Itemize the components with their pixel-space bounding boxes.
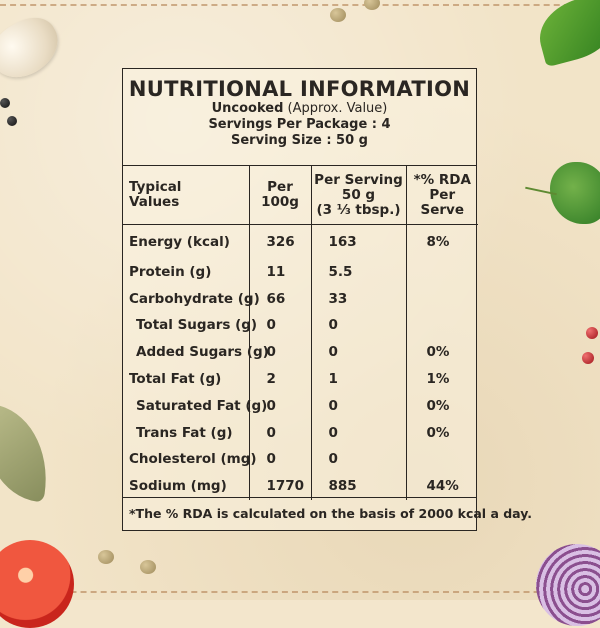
per-serving-value: 0 [310, 419, 406, 447]
rda-value [405, 258, 478, 286]
panel-title: NUTRITIONAL INFORMATION [128, 77, 471, 101]
table-row: Added Sugars (g) 0 0 0% [123, 338, 478, 366]
nutrient-name: Total Fat (g) [129, 371, 222, 388]
per-100g-value: 326 [248, 224, 311, 259]
col-header-per-serving: Per Serving 50 g (3 ⅓ tbsp.) [310, 166, 406, 225]
per-100g-value: 0 [248, 338, 311, 366]
servings-per-package: Servings Per Package : 4 [208, 117, 391, 132]
col-header-line: Values [129, 194, 180, 210]
nutrient-name: Protein (g) [129, 263, 212, 280]
table-row: Protein (g) 11 5.5 [123, 258, 478, 286]
rda-value: 44% [405, 472, 478, 500]
per-100g-value: 0 [248, 312, 311, 339]
col-header-rda: *% RDA Per Serve [405, 166, 478, 225]
rda-value: 0% [405, 338, 478, 366]
serving-size: Serving Size : 50 g [231, 133, 368, 148]
per-100g-value: 66 [248, 285, 311, 313]
table-row: Sodium (mg) 1770 885 44% [123, 472, 478, 500]
rda-value: 1% [405, 365, 478, 393]
nutrient-name: Saturated Fat (g) [136, 397, 268, 414]
per-serving-value: 5.5 [310, 258, 406, 286]
rda-value: 8% [405, 224, 478, 259]
per-100g-value: 0 [248, 419, 311, 447]
rda-value [405, 312, 478, 339]
per-serving-value: 885 [310, 472, 406, 500]
table-row: Total Fat (g) 2 1 1% [123, 365, 478, 393]
rda-value [405, 285, 478, 313]
nutrition-table: Typical Values Per 100g Per Serving 50 g… [123, 166, 478, 500]
nutrient-name: Trans Fat (g) [136, 424, 233, 441]
nutrient-name: Cholesterol (mg) [129, 451, 257, 468]
per-100g-value: 0 [248, 446, 311, 473]
per-serving-value: 0 [310, 312, 406, 339]
nutrient-name: Carbohydrate (g) [129, 290, 260, 307]
rda-footnote: *The % RDA is calculated on the basis of… [123, 497, 532, 530]
uncooked-label: Uncooked [211, 101, 284, 116]
col-header-line: *% RDA [413, 171, 471, 188]
table-row: Cholesterol (mg) 0 0 [123, 446, 478, 473]
per-serving-value: 33 [310, 285, 406, 313]
red-peppercorn-decoration [582, 352, 594, 364]
per-serving-value: 0 [310, 392, 406, 420]
seed-decoration [98, 550, 114, 564]
seed-decoration [140, 560, 156, 574]
table-row: Carbohydrate (g) 66 33 [123, 285, 478, 313]
seed-decoration [364, 0, 380, 10]
nutrient-name: Energy (kcal) [129, 233, 230, 250]
nutrient-name: Sodium (mg) [129, 478, 227, 495]
top-stitch-border [0, 4, 600, 6]
col-header-line: Per Serve [420, 186, 465, 218]
nutrient-name: Total Sugars (g) [136, 317, 258, 334]
per-100g-value: 0 [248, 392, 311, 420]
nutrition-panel: NUTRITIONAL INFORMATION Uncooked (Approx… [122, 68, 532, 531]
nutrition-header: NUTRITIONAL INFORMATION Uncooked (Approx… [123, 69, 476, 166]
col-header-line: Per [267, 179, 293, 195]
nutrient-name: Added Sugars (g) [136, 344, 269, 361]
red-peppercorn-decoration [586, 327, 598, 339]
approx-value-label: (Approx. Value) [283, 101, 388, 116]
bottom-stitch-border [0, 591, 600, 593]
rda-value [405, 446, 478, 473]
per-serving-value: 0 [310, 338, 406, 366]
col-header-line: 100g [261, 194, 299, 210]
per-serving-value: 163 [310, 224, 406, 259]
uncooked-line: Uncooked (Approx. Value) [123, 101, 476, 117]
table-row: Energy (kcal) 326 163 8% [123, 224, 478, 259]
col-header-line: Per Serving [314, 171, 403, 188]
table-row: Saturated Fat (g) 0 0 0% [123, 392, 478, 420]
col-header-line: Typical [129, 179, 182, 195]
per-100g-value: 2 [248, 365, 311, 393]
per-serving-value: 0 [310, 446, 406, 473]
black-peppercorn-decoration [7, 116, 17, 126]
col-header-typical-values: Typical Values [123, 166, 249, 225]
per-100g-value: 1770 [248, 472, 311, 500]
col-header-line: (3 ⅓ tbsp.) [316, 201, 401, 218]
rda-value: 0% [405, 392, 478, 420]
per-serving-value: 1 [310, 365, 406, 393]
per-100g-value: 11 [248, 258, 311, 286]
rda-value: 0% [405, 419, 478, 447]
table-row: Trans Fat (g) 0 0 0% [123, 419, 478, 447]
seed-decoration [330, 8, 346, 22]
col-header-line: 50 g [341, 186, 376, 203]
col-header-per-100g: Per 100g [248, 166, 311, 225]
black-peppercorn-decoration [0, 98, 10, 108]
table-header-row: Typical Values Per 100g Per Serving 50 g… [123, 166, 478, 225]
table-row: Total Sugars (g) 0 0 [123, 312, 478, 339]
